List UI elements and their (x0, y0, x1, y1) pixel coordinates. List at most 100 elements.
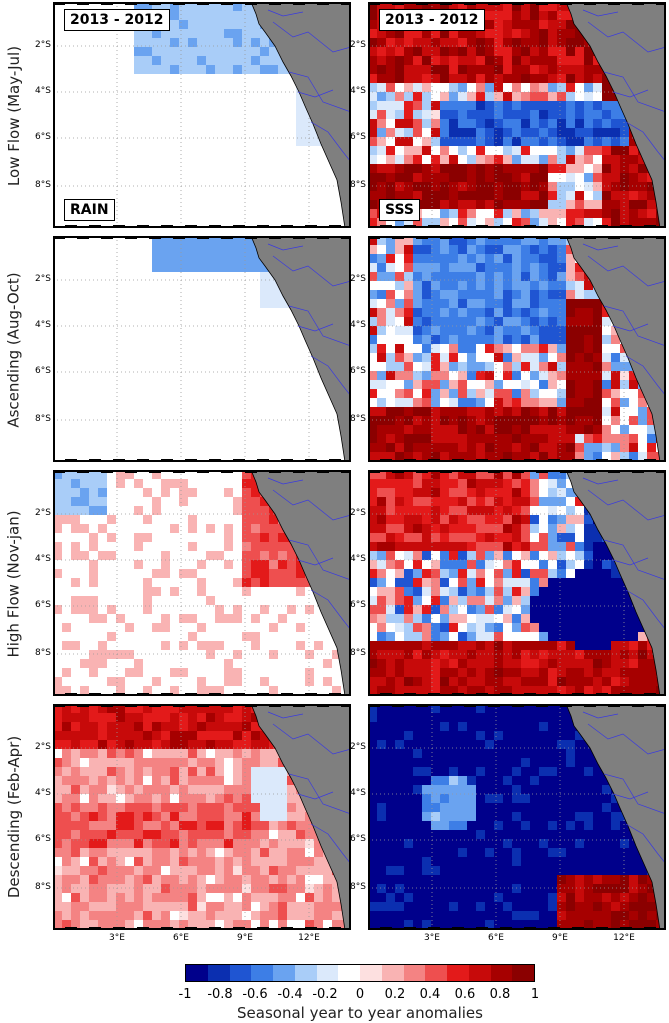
anomaly-cell (71, 821, 80, 830)
anomaly-cell (440, 443, 449, 452)
anomaly-cell (467, 218, 476, 227)
anomaly-cell (557, 11, 566, 20)
anomaly-cell (152, 920, 161, 929)
anomaly-cell (476, 812, 485, 821)
anomaly-cell (593, 857, 602, 866)
anomaly-cell (539, 794, 548, 803)
anomaly-cell (71, 866, 80, 875)
anomaly-cell (521, 443, 530, 452)
anomaly-cell (557, 641, 566, 650)
anomaly-cell (530, 263, 539, 272)
anomaly-cell (188, 704, 197, 713)
frame-tick (53, 236, 65, 239)
anomaly-cell (161, 488, 170, 497)
anomaly-cell (458, 830, 467, 839)
anomaly-cell (494, 209, 503, 218)
anomaly-cell (152, 839, 161, 848)
anomaly-cell (71, 722, 80, 731)
anomaly-cell (467, 281, 476, 290)
anomaly-cell (503, 848, 512, 857)
anomaly-cell (161, 704, 170, 713)
anomaly-cell (296, 812, 305, 821)
anomaly-cell (395, 434, 404, 443)
anomaly-cell (377, 434, 386, 443)
anomaly-cell (584, 803, 593, 812)
anomaly-cell (566, 866, 575, 875)
anomaly-cell (584, 74, 593, 83)
anomaly-cell (233, 902, 242, 911)
frame-tick (101, 704, 113, 707)
anomaly-cell (287, 569, 296, 578)
anomaly-cell (512, 155, 521, 164)
anomaly-cell (323, 902, 332, 911)
anomaly-cell (53, 902, 62, 911)
frame-tick (464, 470, 476, 473)
anomaly-cell (431, 425, 440, 434)
anomaly-cell (71, 830, 80, 839)
anomaly-cell (521, 326, 530, 335)
anomaly-cell (161, 749, 170, 758)
anomaly-cell (296, 866, 305, 875)
anomaly-cell (62, 731, 71, 740)
anomaly-cell (521, 164, 530, 173)
anomaly-cell (116, 911, 125, 920)
anomaly-cell (314, 137, 323, 146)
anomaly-cell (494, 677, 503, 686)
anomaly-cell (413, 272, 422, 281)
anomaly-cell (512, 29, 521, 38)
anomaly-cell (413, 236, 422, 245)
anomaly-cell (179, 866, 188, 875)
anomaly-cell (602, 164, 611, 173)
anomaly-cell (440, 713, 449, 722)
anomaly-cell (422, 371, 431, 380)
anomaly-cell (242, 821, 251, 830)
anomaly-cell (62, 920, 71, 929)
anomaly-cell (386, 353, 395, 362)
anomaly-cell (557, 20, 566, 29)
anomaly-cell (251, 488, 260, 497)
anomaly-cell (143, 740, 152, 749)
anomaly-cell (404, 650, 413, 659)
anomaly-cell (530, 551, 539, 560)
anomaly-cell (98, 722, 107, 731)
anomaly-cell (539, 533, 548, 542)
anomaly-cell (215, 65, 224, 74)
anomaly-cell (404, 236, 413, 245)
anomaly-cell (620, 605, 629, 614)
anomaly-cell (260, 38, 269, 47)
anomaly-cell (503, 371, 512, 380)
anomaly-cell (575, 29, 584, 38)
anomaly-cell (188, 902, 197, 911)
anomaly-cell (422, 758, 431, 767)
anomaly-cell (368, 236, 377, 245)
anomaly-cell (368, 659, 377, 668)
anomaly-cell (440, 74, 449, 83)
anomaly-cell (269, 776, 278, 785)
anomaly-cell (530, 344, 539, 353)
anomaly-cell (62, 776, 71, 785)
anomaly-cell (575, 497, 584, 506)
anomaly-cell (539, 713, 548, 722)
anomaly-cell (323, 677, 332, 686)
anomaly-cell (395, 110, 404, 119)
anomaly-cell (449, 569, 458, 578)
anomaly-cell (80, 839, 89, 848)
anomaly-cell (539, 272, 548, 281)
anomaly-cell (170, 821, 179, 830)
anomaly-cell (404, 605, 413, 614)
anomaly-cell (395, 191, 404, 200)
anomaly-cell (323, 884, 332, 893)
anomaly-cell (512, 173, 521, 182)
anomaly-cell (602, 443, 611, 452)
anomaly-cell (53, 866, 62, 875)
anomaly-cell (422, 497, 431, 506)
anomaly-cell (602, 668, 611, 677)
anomaly-cell (593, 164, 602, 173)
anomaly-cell (98, 767, 107, 776)
anomaly-cell (530, 389, 539, 398)
anomaly-cell (368, 857, 377, 866)
anomaly-cell (233, 722, 242, 731)
anomaly-cell (458, 704, 467, 713)
anomaly-cell (503, 29, 512, 38)
anomaly-cell (512, 263, 521, 272)
